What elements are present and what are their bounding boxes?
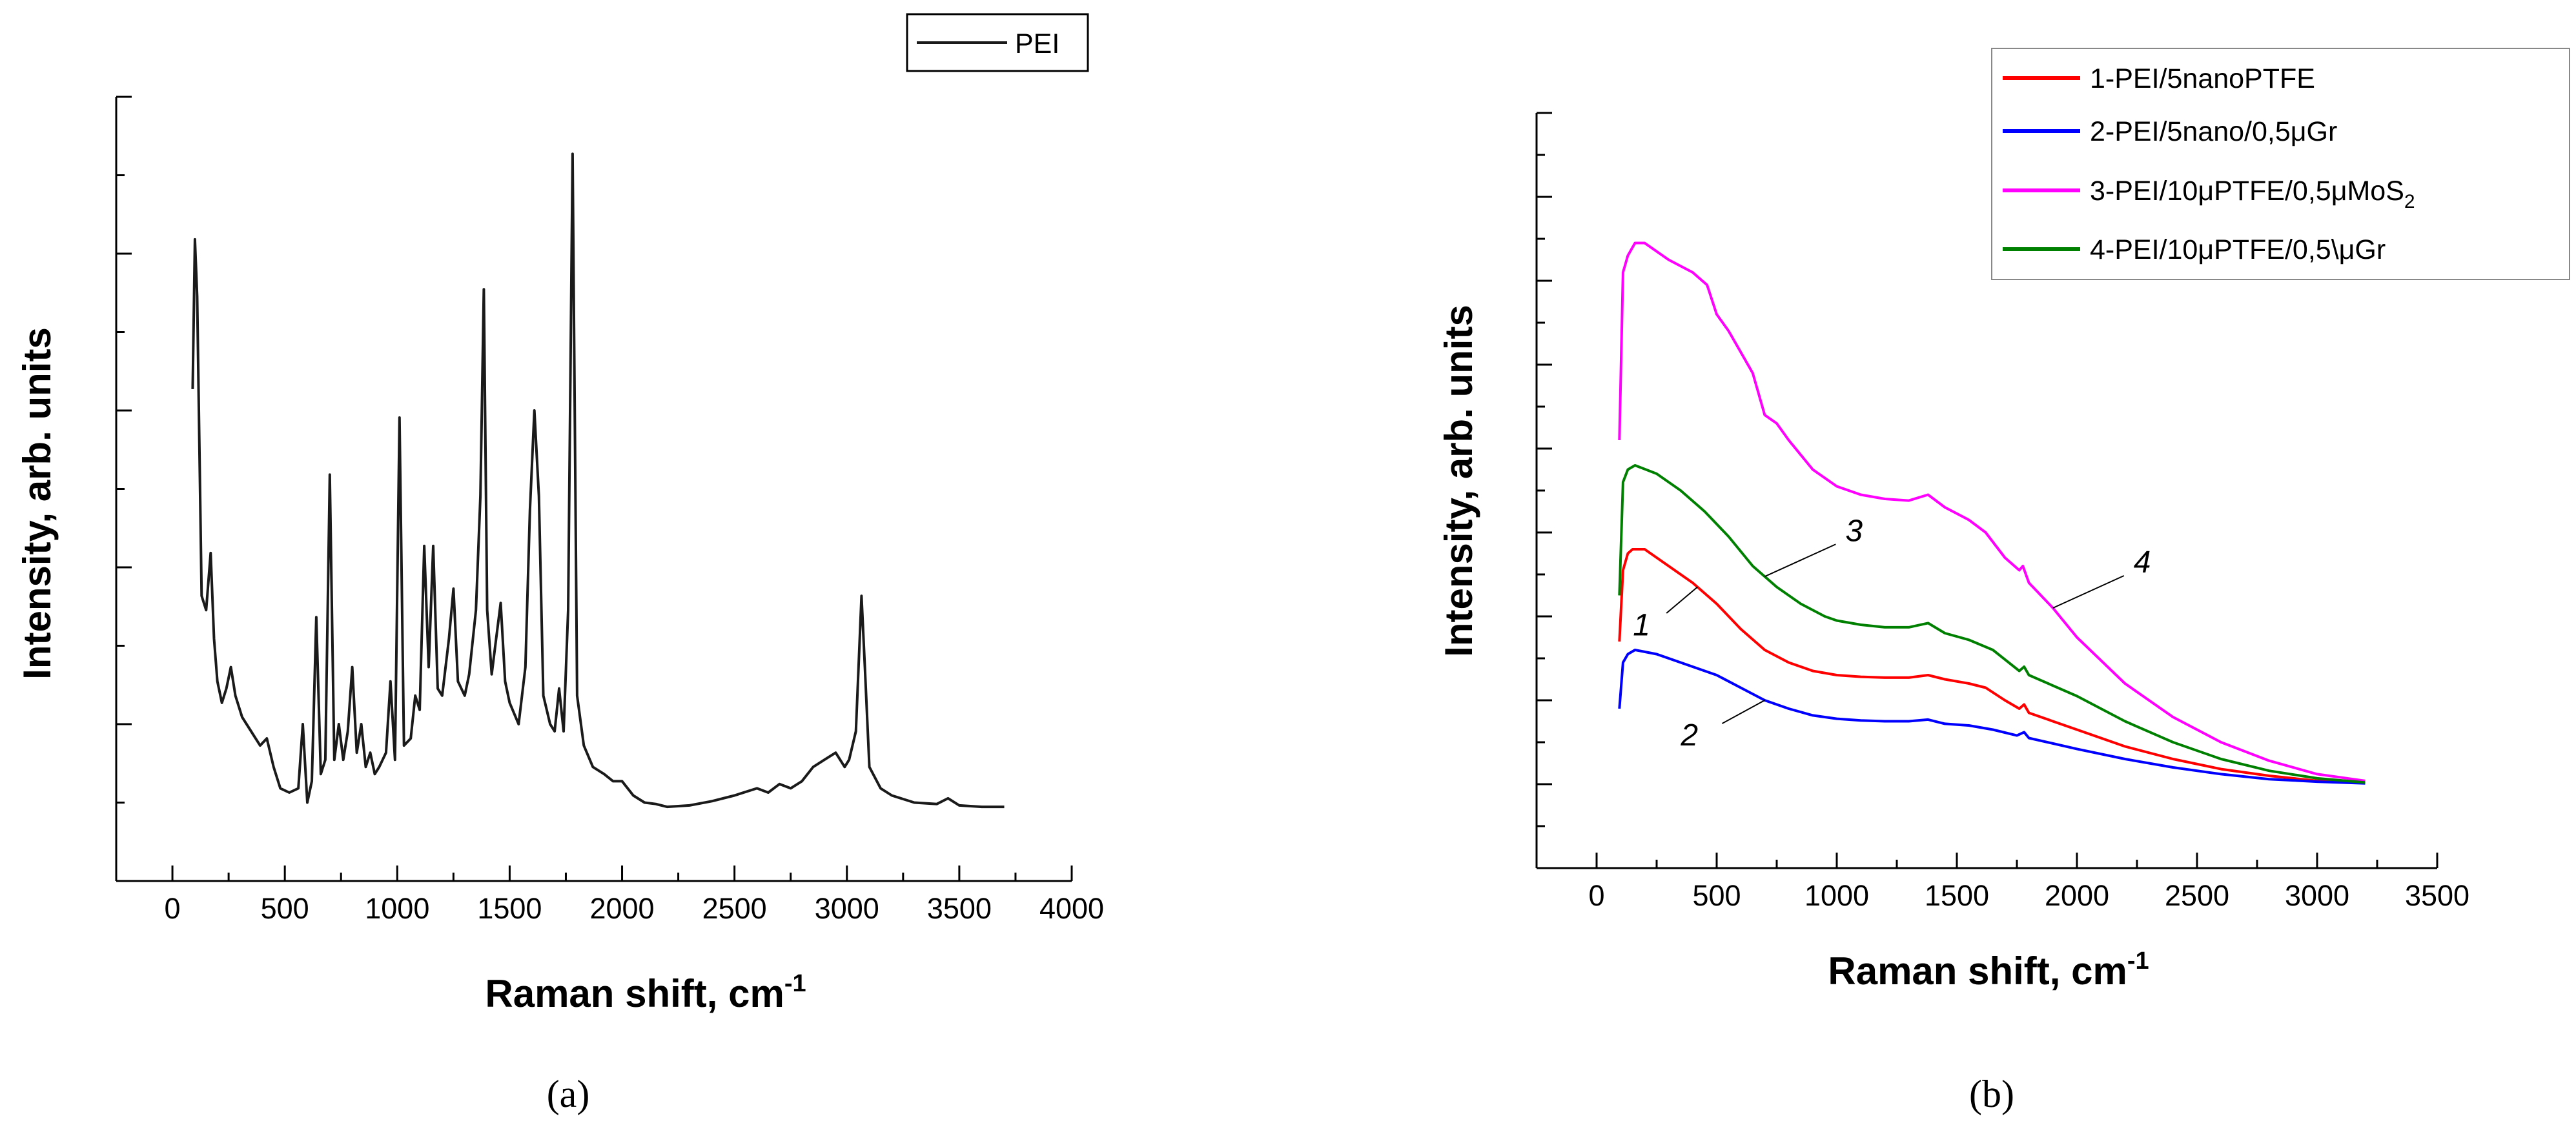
x-tick-label: 2500: [702, 892, 767, 925]
x-tick-label: 2000: [2045, 879, 2109, 912]
series-line-1: [1618, 548, 2366, 784]
x-tick-label: 3000: [2285, 879, 2349, 912]
panel-b-legend-label-2: 2-PEI/5nano/0,5μGr: [2090, 116, 2337, 147]
x-tick-label: 500: [1692, 879, 1741, 912]
annotation-label-4: 4: [2134, 545, 2151, 580]
panel-a-legend: PEI: [906, 13, 1089, 72]
x-tick-label: 0: [165, 892, 181, 925]
panel-a-y-ticks: [116, 96, 132, 882]
x-tick-label: 3500: [2405, 879, 2469, 912]
series-line-4: [1618, 464, 2366, 784]
x-tick-label: 1000: [1804, 879, 1869, 912]
annotation-leader-1: [1666, 586, 1698, 614]
panel-b-legend-label-4: 4-PEI/10μPTFE/0,5\μGr: [2090, 234, 2386, 265]
x-tick-label: 3500: [927, 892, 992, 925]
panel-b-label: (b): [1969, 1073, 2014, 1115]
x-tick-label: 500: [261, 892, 309, 925]
annotation-label-2: 2: [1680, 718, 1698, 753]
panel-b-legend-label-3: 3-PEI/10μPTFE/0,5μMoS2: [2090, 176, 2415, 212]
panel-b-legend-label-1: 1-PEI/5nanoPTFE: [2090, 63, 2315, 94]
panel-b-legend: 1-PEI/5nanoPTFE 2-PEI/5nano/0,5μGr 3-PEI…: [1991, 48, 2570, 280]
x-tick-label: 1000: [365, 892, 429, 925]
panel-a-x-ticks: [115, 866, 1073, 881]
panel-a-chart: 0 500 1000 1500 2000 2500 3000 3500 4000 Raman s…: [15, 13, 1105, 1115]
panel-a-legend-label-pei: PEI: [1015, 28, 1059, 59]
x-tick-label: 2500: [2165, 879, 2229, 912]
series-line-1: [191, 152, 1005, 809]
panel-b-annotations: 1 2 3 4: [1633, 514, 2151, 753]
annotation-label-3: 3: [1845, 514, 1863, 548]
x-tick-label: 1500: [477, 892, 542, 925]
panel-a-x-tick-labels: 0 500 1000 1500 2000 2500 3000 3500 4000: [165, 892, 1105, 925]
panel-b-y-ticks: [1537, 112, 1552, 869]
panel-b-x-ticks: [1535, 853, 2438, 868]
panel-a-x-axis-title: Raman shift, cm-1: [485, 970, 806, 1015]
panel-b-x-tick-labels: 0 500 1000 1500 2000 2500 3000 3500: [1588, 879, 2469, 912]
x-tick-label: 3000: [815, 892, 879, 925]
x-tick-label: 4000: [1039, 892, 1104, 925]
panel-b-series: [1618, 241, 2366, 785]
annotation-leader-4: [2052, 575, 2125, 609]
annotation-label-1: 1: [1633, 609, 1650, 643]
panel-a-y-axis-title: Intensity, arb. units: [15, 327, 59, 680]
x-tick-label: 0: [1588, 879, 1604, 912]
x-tick-label: 1500: [1925, 879, 1989, 912]
series-line-2: [1618, 649, 2366, 785]
panel-b-y-axis-title: Intensity, arb. units: [1437, 305, 1480, 657]
panel-b-x-axis-title: Raman shift, cm-1: [1828, 947, 2149, 993]
panel-b-legend-box: [1991, 48, 2570, 280]
x-tick-label: 2000: [589, 892, 654, 925]
annotation-leader-3: [1764, 543, 1836, 578]
panel-a-label: (a): [547, 1073, 590, 1115]
series-line-3: [1618, 241, 2366, 782]
panel-b-chart: 0 500 1000 1500 2000 2500 3000 3500 1 2 3 4 Raman …: [1437, 48, 2570, 1115]
annotation-leader-2: [1721, 700, 1765, 724]
panel-a-series: [191, 152, 1005, 809]
